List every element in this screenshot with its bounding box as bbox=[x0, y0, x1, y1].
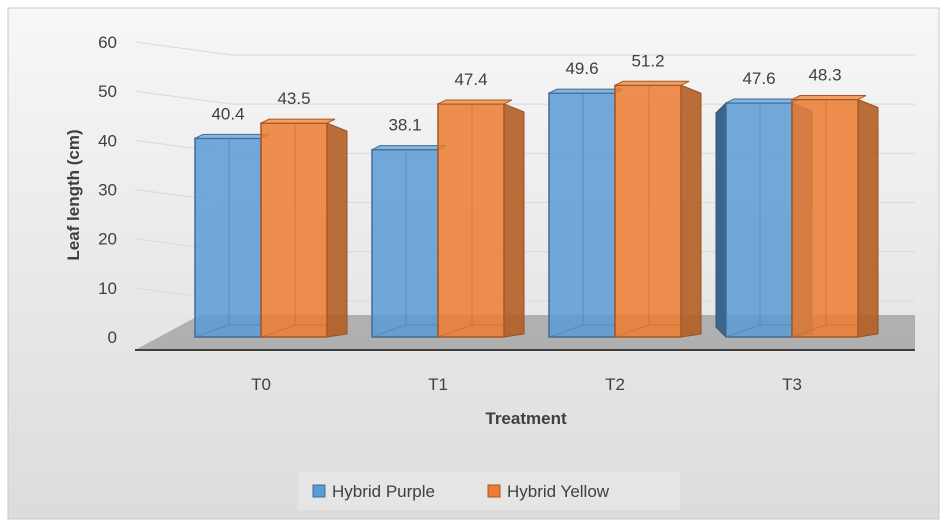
bar-front bbox=[260, 122, 328, 338]
bar-side bbox=[715, 102, 727, 338]
legend-swatch bbox=[312, 484, 326, 498]
x-tick-label: T1 bbox=[428, 375, 448, 394]
bars bbox=[194, 80, 879, 338]
x-axis-title: Treatment bbox=[485, 409, 567, 428]
bar bbox=[260, 118, 348, 338]
bar-front bbox=[371, 148, 439, 338]
legend-label: Hybrid Yellow bbox=[507, 482, 610, 501]
bar-inner-edge bbox=[725, 324, 761, 338]
bar-inner-edge bbox=[614, 324, 650, 338]
bar bbox=[437, 99, 525, 338]
bar-inner-edge bbox=[548, 324, 584, 338]
bar-front bbox=[725, 102, 793, 338]
bar-side bbox=[857, 99, 879, 338]
bar-top bbox=[791, 95, 867, 101]
x-tick-label: T0 bbox=[251, 375, 271, 394]
y-tick-label: 0 bbox=[108, 328, 117, 347]
y-tick-label: 30 bbox=[98, 181, 117, 200]
x-axis-categories: T0 T1 T2 T3 bbox=[251, 375, 802, 394]
x-tick-label: T2 bbox=[605, 375, 625, 394]
bar-inner-edge bbox=[194, 324, 230, 338]
y-tick-label: 60 bbox=[98, 33, 117, 52]
data-label: 47.6 bbox=[742, 69, 775, 88]
y-tick-label: 50 bbox=[98, 82, 117, 101]
bar bbox=[715, 98, 813, 338]
bar-front bbox=[791, 98, 859, 338]
bar-front bbox=[614, 84, 682, 338]
legend: Hybrid Purple Hybrid Yellow bbox=[298, 472, 680, 510]
bar-side bbox=[503, 103, 525, 338]
bar bbox=[548, 88, 624, 338]
bar-top bbox=[548, 88, 624, 94]
legend-swatch bbox=[487, 484, 501, 498]
data-labels: 40.4 43.5 38.1 47.4 49.6 51.2 47.6 48.3 bbox=[211, 51, 841, 134]
data-label: 43.5 bbox=[277, 89, 310, 108]
x-tick-label: T3 bbox=[782, 375, 802, 394]
y-tick-label: 20 bbox=[98, 230, 117, 249]
bar-front bbox=[437, 103, 505, 338]
bar bbox=[371, 145, 447, 338]
legend-label: Hybrid Purple bbox=[332, 482, 435, 501]
bar-top bbox=[437, 99, 513, 105]
data-label: 40.4 bbox=[211, 104, 244, 123]
bar bbox=[194, 133, 270, 338]
data-label: 38.1 bbox=[388, 116, 421, 135]
y-tick-label: 10 bbox=[98, 279, 117, 298]
bar-inner-edge bbox=[260, 324, 296, 338]
bar-inner-edge bbox=[437, 324, 473, 338]
bar-front bbox=[548, 92, 616, 338]
bar-inner-edge bbox=[371, 324, 407, 338]
bar-top bbox=[194, 133, 270, 139]
y-axis-ticks: 0 10 20 30 40 50 60 bbox=[98, 33, 117, 347]
bar-side bbox=[680, 84, 702, 338]
bar-top bbox=[260, 118, 336, 124]
bar-side bbox=[326, 122, 348, 338]
gridline bbox=[134, 41, 915, 56]
bar bbox=[791, 95, 879, 338]
bar bbox=[614, 80, 702, 338]
data-label: 47.4 bbox=[454, 70, 487, 89]
bar-top bbox=[371, 145, 447, 151]
bar-top bbox=[614, 80, 690, 86]
data-label: 48.3 bbox=[808, 66, 841, 85]
bar-inner-edge bbox=[791, 324, 827, 338]
data-label: 49.6 bbox=[565, 59, 598, 78]
bar-top bbox=[725, 98, 801, 104]
y-axis-title: Leaf length (cm) bbox=[64, 129, 83, 260]
y-tick-label: 40 bbox=[98, 131, 117, 150]
data-label: 51.2 bbox=[631, 51, 664, 70]
bar-front bbox=[194, 137, 262, 338]
